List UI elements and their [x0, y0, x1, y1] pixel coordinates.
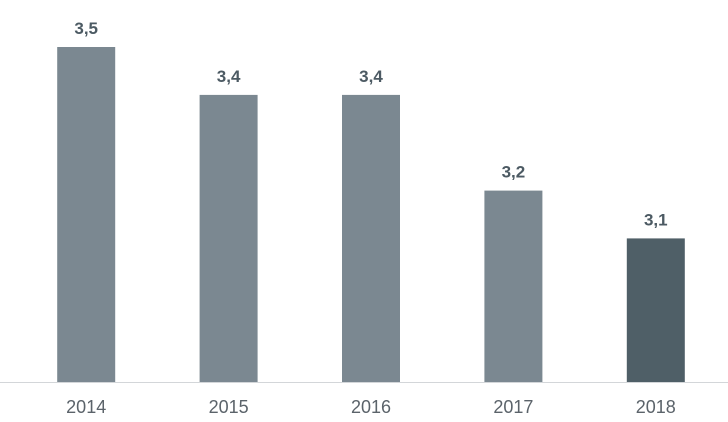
- bar-2016: [342, 94, 400, 383]
- x-tick-label-2015: 2015: [209, 397, 249, 417]
- x-tick-labels-layer: 2014 2015 2016 2017 2018: [66, 397, 676, 417]
- value-label-2014: 3,5: [74, 19, 98, 38]
- x-tick-label-2014: 2014: [66, 397, 106, 417]
- x-tick-label-2016: 2016: [351, 397, 391, 417]
- bars-layer: [57, 47, 685, 383]
- bar-2017: [484, 190, 543, 382]
- value-label-2015: 3,4: [217, 67, 241, 86]
- value-label-2017: 3,2: [502, 163, 526, 182]
- bar-2014: [57, 47, 116, 382]
- value-labels-layer: 3,5 3,4 3,4 3,2 3,1: [74, 19, 667, 229]
- bar-2015: [199, 94, 258, 383]
- value-label-2018: 3,1: [644, 210, 668, 229]
- x-tick-label-2017: 2017: [493, 397, 533, 417]
- x-tick-label-2018: 2018: [636, 397, 676, 417]
- bar-2018: [626, 238, 685, 382]
- value-label-2016: 3,4: [359, 67, 383, 86]
